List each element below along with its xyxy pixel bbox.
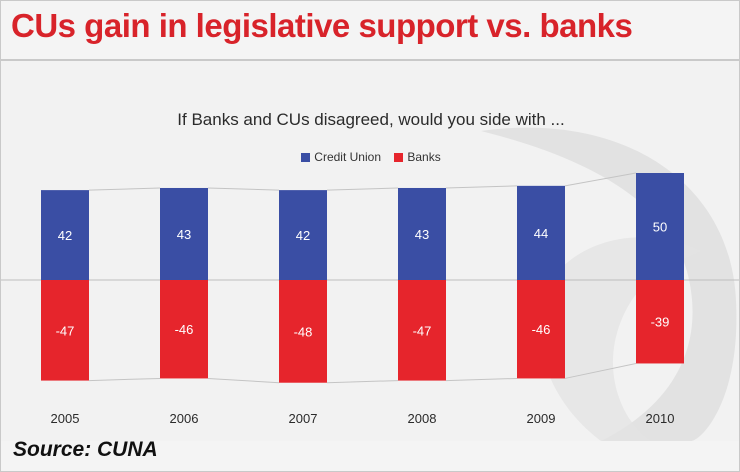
bar-banks-2006 (160, 280, 208, 379)
value-label-banks-2005: -47 (56, 323, 75, 338)
x-tick-label-2008: 2008 (408, 411, 437, 426)
headline: CUs gain in legislative support vs. bank… (11, 7, 633, 44)
legend-item-banks: Banks (394, 149, 441, 164)
connector-line-bottom (88, 377, 161, 382)
x-tick-label-2009: 2009 (527, 411, 556, 426)
x-tick-label-2006: 2006 (170, 411, 199, 426)
connector-line-top (445, 185, 518, 189)
bar-banks-2007 (279, 280, 327, 383)
value-label-credit-union-2009: 44 (534, 226, 548, 241)
bar-credit-union-2007 (279, 190, 327, 280)
bar-credit-union-2005 (41, 190, 89, 280)
value-label-banks-2009: -46 (532, 322, 551, 337)
x-tick-labels-group: 2005 2006 2007 2008 2009 2010 (51, 411, 675, 426)
legend-swatch-banks (394, 152, 404, 162)
value-label-credit-union-2005: 42 (58, 228, 72, 243)
connector-line-top (88, 187, 161, 191)
legend-label-credit-union: Credit Union (314, 149, 381, 164)
connector-line-bottom (445, 377, 518, 382)
connector-lines (1, 172, 739, 384)
connector-line-bottom (207, 377, 280, 384)
value-label-credit-union-2007: 42 (296, 228, 310, 243)
legend-item-credit-union: Credit Union (301, 150, 381, 164)
x-tick-label-2005: 2005 (51, 411, 80, 426)
connector-line-bottom (326, 380, 399, 384)
value-label-banks-2007: -48 (294, 324, 313, 339)
legend-label-banks: Banks (407, 149, 441, 164)
x-tick-label-2007: 2007 (289, 411, 318, 426)
connector-line-bottom (564, 362, 637, 379)
legend-swatch-credit-union (301, 152, 311, 162)
legend: Credit Union Banks (1, 149, 739, 164)
bar-credit-union-2010 (636, 173, 684, 280)
connector-line-top (207, 187, 280, 191)
connector-line-top (326, 187, 399, 191)
bars-group (41, 173, 684, 383)
bar-banks-2008 (398, 280, 446, 381)
bar-banks-2009 (517, 280, 565, 379)
value-label-credit-union-2010: 50 (653, 220, 667, 235)
value-label-banks-2010: -39 (651, 315, 670, 330)
connector-line-top (564, 172, 637, 187)
value-label-banks-2006: -46 (175, 322, 194, 337)
x-tick-label-2010: 2010 (646, 411, 675, 426)
value-label-credit-union-2008: 43 (415, 227, 429, 242)
chart-subtitle: If Banks and CUs disagreed, would you si… (177, 110, 565, 129)
bar-banks-2005 (41, 280, 89, 381)
title-divider (1, 59, 739, 61)
bar-credit-union-2006 (160, 187, 208, 280)
value-labels-group: 42 -47 43 -46 42 -48 43 -47 44 -46 50 -39 (56, 220, 670, 340)
value-label-banks-2008: -47 (413, 323, 432, 338)
value-label-credit-union-2006: 43 (177, 227, 191, 242)
bar-banks-2010 (636, 280, 684, 364)
bar-credit-union-2008 (398, 187, 446, 280)
bar-credit-union-2009 (517, 185, 565, 280)
source-note: Source: CUNA (13, 438, 158, 461)
